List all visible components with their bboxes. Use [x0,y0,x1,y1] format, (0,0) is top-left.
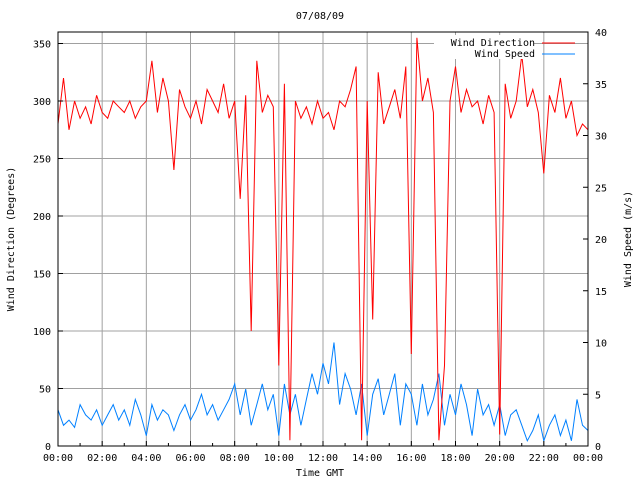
legend: Wind Direction Wind Speed [434,35,575,60]
x-axis-label: Time GMT [296,468,344,479]
y-axis-label: Wind Direction (Degrees) [6,167,17,312]
y-tick-label: 250 [33,155,51,166]
x-tick-label: 06:00 [175,453,205,464]
y-tick-label: 0 [45,442,51,453]
x-tick-label: 04:00 [131,453,161,464]
y-tick-label: 350 [33,40,51,51]
y2-tick-label: 25 [595,183,607,194]
legend-background [434,35,534,59]
series-line-wind-direction [57,37,589,441]
x-tick-label: 22:00 [529,453,559,464]
x-tick-label: 20:00 [485,453,515,464]
x-tick-label: 12:00 [308,453,338,464]
x-tick-label: 18:00 [440,453,470,464]
x-tick-label: 00:00 [573,453,603,464]
ticks: 00:00 02:00 04:00 06:00 08:00 10:00 12:00 14:00… [33,28,607,464]
x-tick-label: 02:00 [87,453,117,464]
y2-tick-label: 35 [595,80,607,91]
y2-tick-label: 0 [595,442,601,453]
series-lines [57,37,589,443]
y2-tick-label: 40 [595,28,607,39]
x-tick-label: 08:00 [220,453,250,464]
x-tick-label: 10:00 [264,453,294,464]
y-tick-label: 300 [33,97,51,108]
y2-tick-label: 30 [595,132,607,143]
y2-axis-label: Wind Speed (m/s) [623,191,634,287]
y-tick-label: 150 [33,270,51,281]
y2-tick-label: 20 [595,235,607,246]
y2-tick-label: 5 [595,390,601,401]
x-tick-label: 14:00 [352,453,382,464]
x-tick-label: 00:00 [43,453,73,464]
y-tick-label: 200 [33,212,51,223]
y-tick-label: 100 [33,327,51,338]
grid [58,32,588,446]
x-tick-label: 16:00 [396,453,426,464]
legend-label-direction: Wind Direction [451,38,535,49]
y-tick-label: 50 [39,385,51,396]
chart-title: 07/08/09 [296,11,344,22]
y2-tick-label: 15 [595,287,607,298]
legend-label-speed: Wind Speed [475,49,535,60]
y2-tick-label: 10 [595,339,607,350]
